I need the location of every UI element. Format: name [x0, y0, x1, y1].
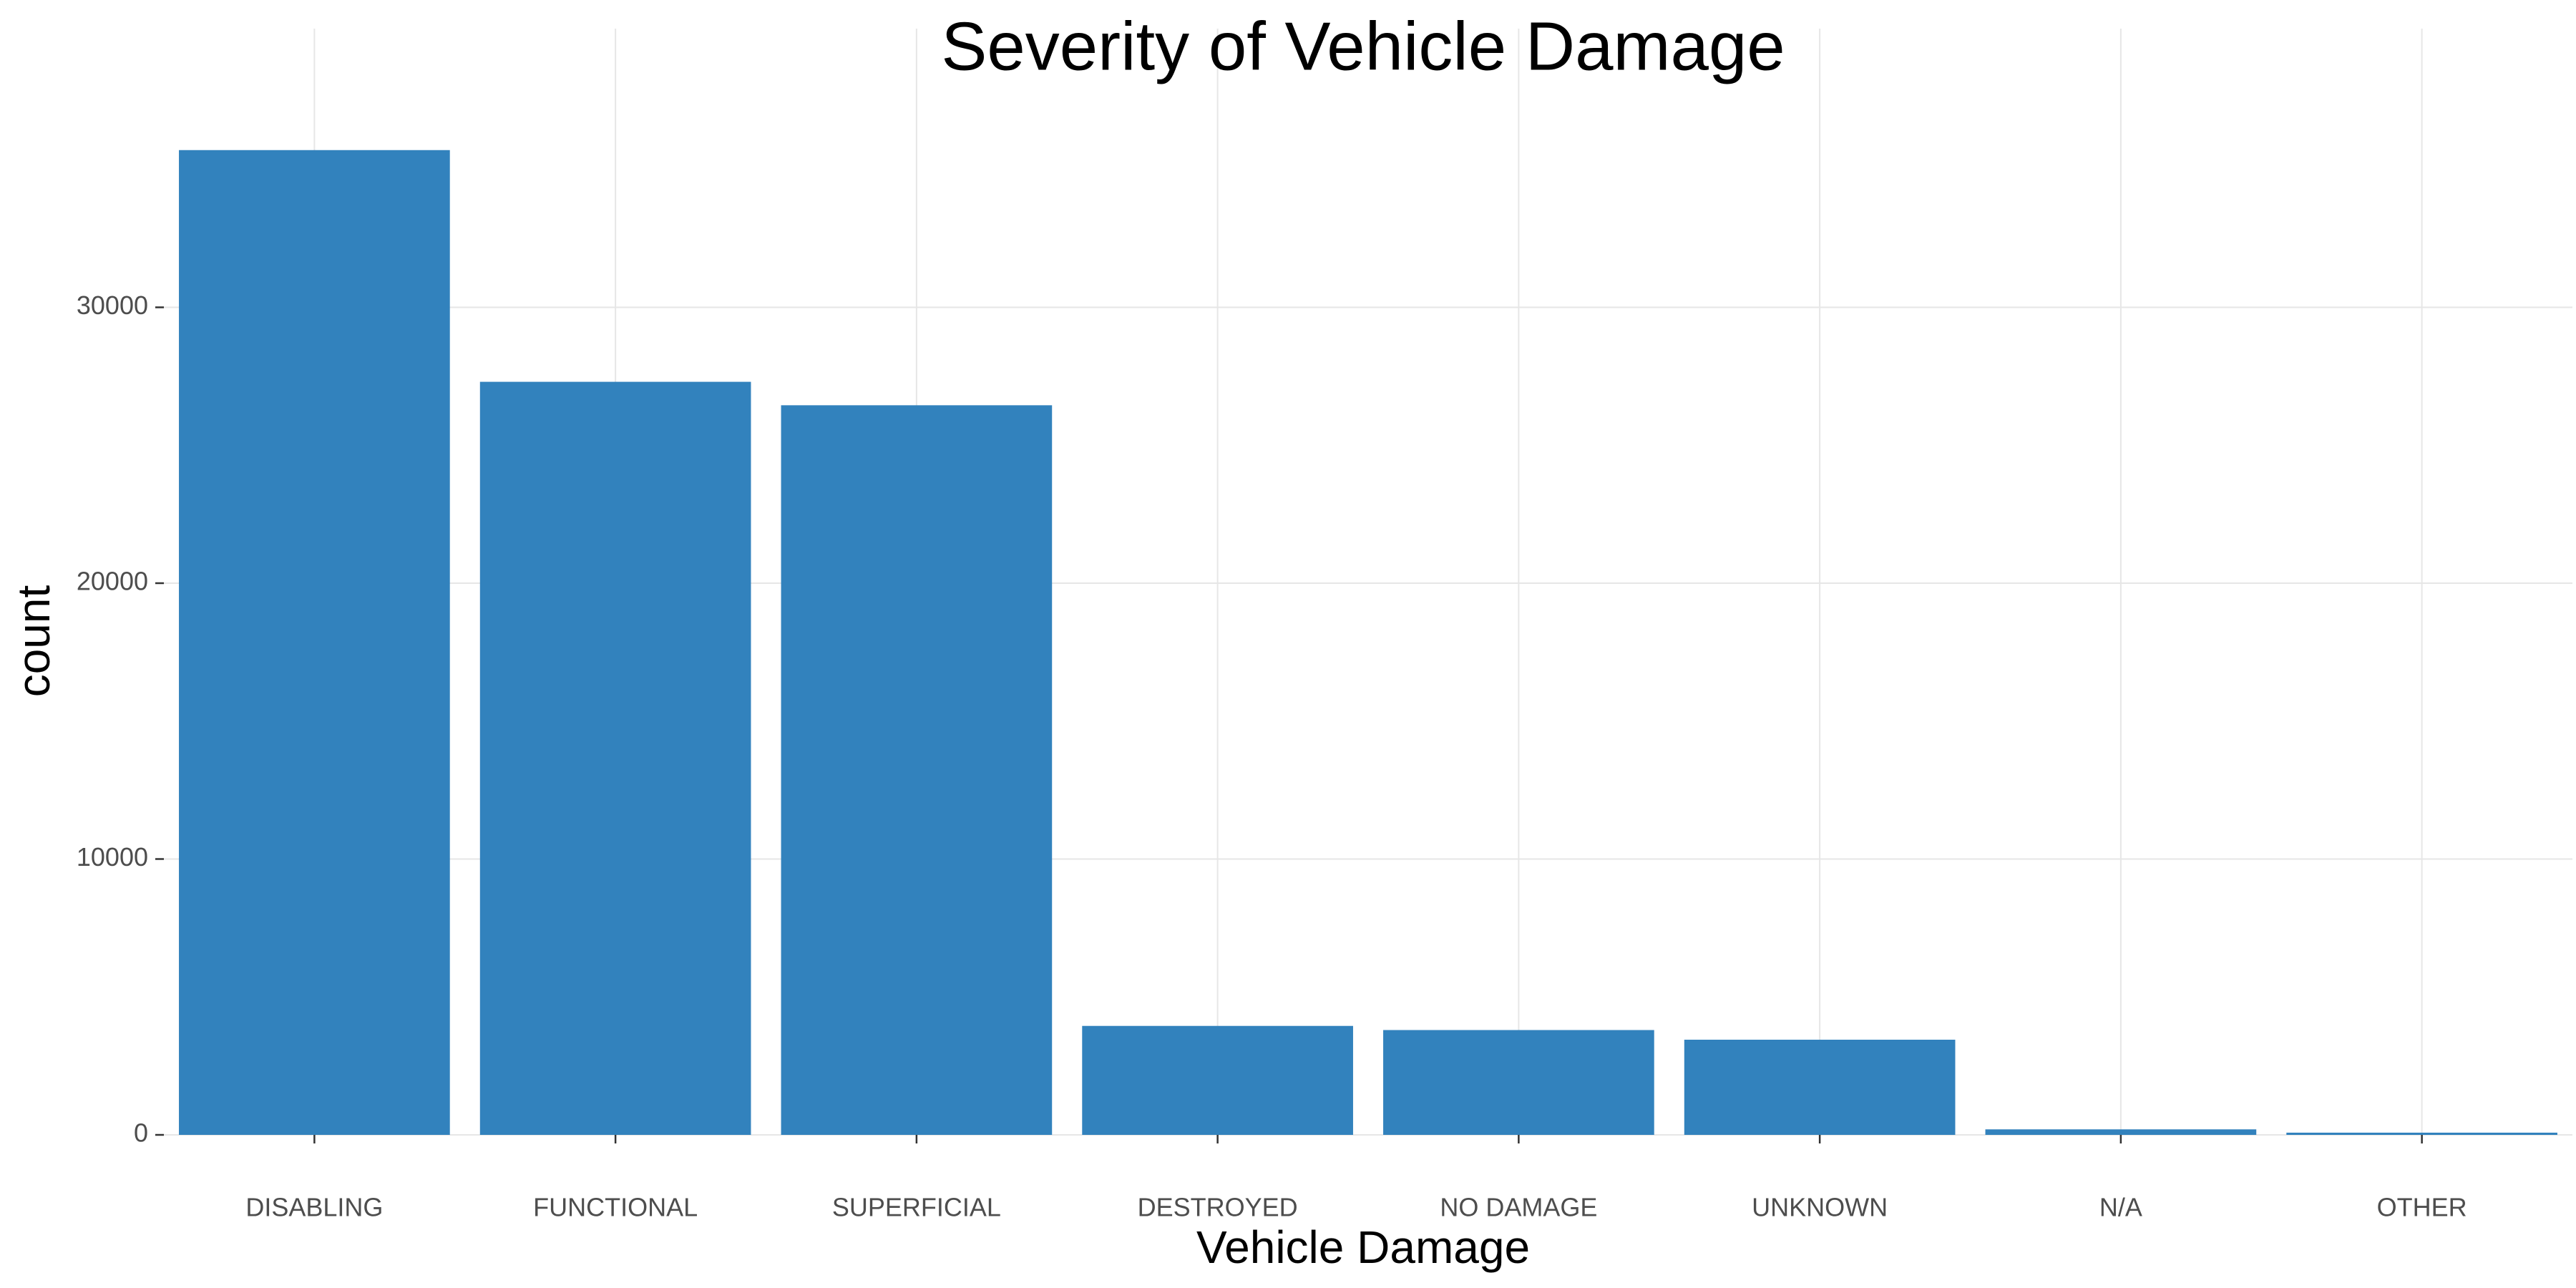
y-tick-label: 0 — [134, 1118, 148, 1148]
bar-no-damage — [1383, 1030, 1654, 1135]
y-axis-title: count — [8, 585, 59, 698]
bar-n-a — [1985, 1129, 2257, 1135]
x-tick-label: OTHER — [2377, 1193, 2467, 1222]
y-tick-label: 10000 — [77, 842, 148, 872]
y-tick-label: 20000 — [77, 567, 148, 596]
x-axis-title: Vehicle Damage — [1196, 1221, 1530, 1273]
x-tick-label: DESTROYED — [1138, 1193, 1298, 1222]
x-tick-label: SUPERFICIAL — [832, 1193, 1001, 1222]
y-tick-label: 30000 — [77, 291, 148, 320]
bar-functional — [479, 381, 751, 1136]
bar-superficial — [781, 405, 1053, 1135]
x-tick-label: NO DAMAGE — [1440, 1193, 1597, 1222]
x-tick-label: N/A — [2099, 1193, 2142, 1222]
bars — [179, 150, 2557, 1136]
tick-labels: 0 10000 20000 30000 DISABLING FUNCTIONAL SUPER… — [77, 291, 2467, 1222]
bar-unknown — [1684, 1040, 1956, 1135]
bar-disabling — [179, 150, 450, 1135]
axis-ticks — [155, 306, 2423, 1143]
bar-other — [2286, 1132, 2557, 1135]
x-tick-label: DISABLING — [245, 1193, 383, 1222]
x-tick-label: FUNCTIONAL — [533, 1193, 698, 1222]
x-tick-label: UNKNOWN — [1752, 1193, 1888, 1222]
bar-destroyed — [1082, 1025, 1353, 1135]
chart-title: Severity of Vehicle Damage — [941, 8, 1785, 84]
